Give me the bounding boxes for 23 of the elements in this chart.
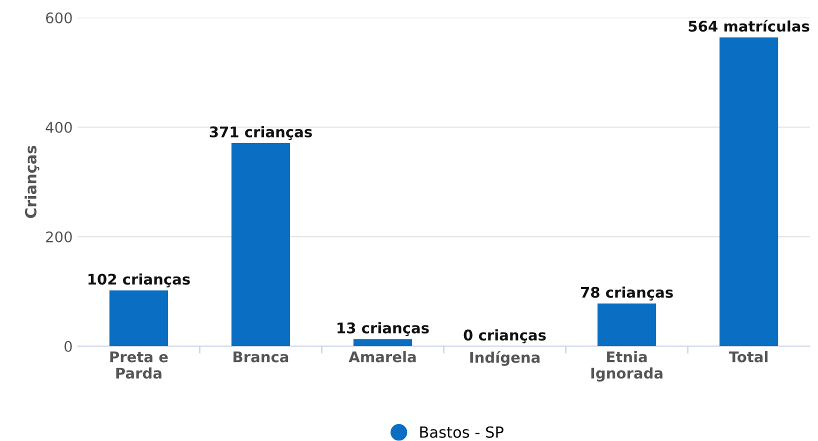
x-tick-label: Etnia Ignorada (591, 351, 662, 382)
bar (598, 303, 656, 346)
x-tick-label: Amarela (348, 351, 416, 362)
bar (231, 143, 290, 346)
legend-label: Bastos - SP (420, 426, 504, 438)
y-tick-label: 0 (64, 340, 72, 352)
data-label: 371 crianças (210, 126, 312, 140)
x-tick-label: Preta e Parda (110, 351, 168, 379)
x-tick-label: Indígena (470, 351, 540, 366)
y-tick-label: 600 (46, 12, 72, 24)
data-label: 102 crianças (88, 273, 190, 288)
x-tick-label: Total (728, 351, 768, 362)
bar (720, 37, 778, 346)
y-axis-title: Crianças (24, 146, 40, 218)
y-tick-label: 400 (46, 122, 72, 133)
bar (109, 290, 168, 346)
bar (353, 339, 412, 346)
data-label: 78 crianças (580, 286, 673, 301)
data-label: 564 matrículas (688, 20, 810, 32)
x-tick-label: Branca (234, 351, 288, 362)
y-tick-label: 200 (46, 231, 72, 242)
data-label: 13 crianças (338, 322, 429, 336)
data-label: 0 crianças (464, 329, 546, 344)
